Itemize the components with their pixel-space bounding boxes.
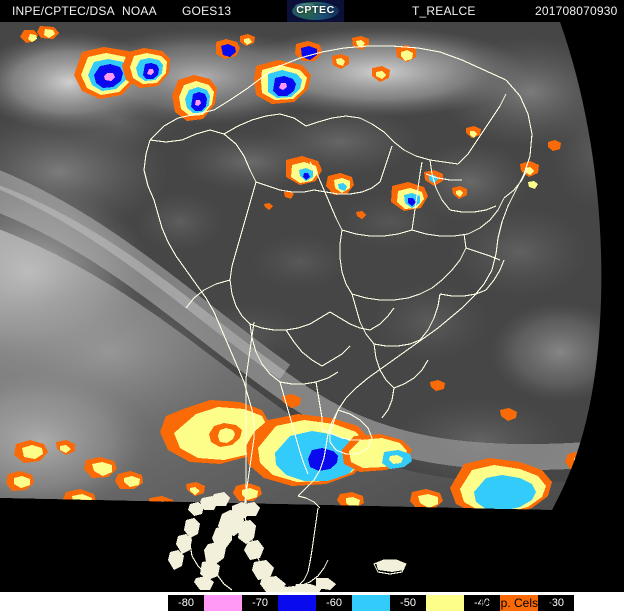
header-timestamp-label: 201708070930 bbox=[535, 4, 618, 18]
satellite-image-canvas bbox=[0, 22, 624, 592]
legend-swatch-blue bbox=[278, 595, 316, 611]
legend-swatch-cyan bbox=[352, 595, 390, 611]
header-agency-label: NOAA bbox=[122, 4, 157, 18]
enhanced-convection-midlatitude bbox=[6, 380, 602, 510]
legend-tick-minus30: -30 bbox=[538, 595, 574, 611]
legend-color-strip: -80 -70 -60 -50 -40 -30 bbox=[168, 595, 574, 611]
infrared-brightness-field bbox=[0, 22, 602, 510]
legend-tick-minus40: -40 bbox=[464, 595, 500, 611]
legend-tick-minus50: -50 bbox=[390, 595, 426, 611]
cptec-logo-text: CPTEC bbox=[296, 4, 335, 16]
legend-units-label: Temp. Celsius bbox=[478, 596, 554, 610]
legend-swatch-violet-pink bbox=[204, 595, 242, 611]
globe-highlight-icon bbox=[295, 3, 315, 9]
legend-tick-minus60: -60 bbox=[316, 595, 352, 611]
satellite-raster bbox=[0, 22, 624, 592]
legend-swatch-yellow bbox=[426, 595, 464, 611]
globe-icon bbox=[292, 2, 339, 20]
political-boundaries-overlay bbox=[143, 45, 533, 591]
header-institute-label: INPE/CPTEC/DSA bbox=[12, 4, 115, 18]
color-legend-bar: -80 -70 -60 -50 -40 -30 Temp. Celsius bbox=[0, 592, 624, 614]
legend-swatch-orange bbox=[500, 595, 538, 611]
cptec-logo: CPTEC bbox=[287, 0, 344, 22]
snow-ice-cover bbox=[168, 492, 336, 592]
header-product-label: T_REALCE bbox=[412, 4, 476, 18]
legend-tick-minus80: -80 bbox=[168, 595, 204, 611]
image-header-bar: INPE/CPTEC/DSA NOAA GOES13 CPTEC T_REALC… bbox=[0, 0, 624, 22]
no-data-night-region bbox=[0, 498, 600, 592]
header-satellite-label: GOES13 bbox=[182, 4, 232, 18]
falkland-islands-fill bbox=[376, 560, 406, 572]
legend-tick-minus70: -70 bbox=[242, 595, 278, 611]
